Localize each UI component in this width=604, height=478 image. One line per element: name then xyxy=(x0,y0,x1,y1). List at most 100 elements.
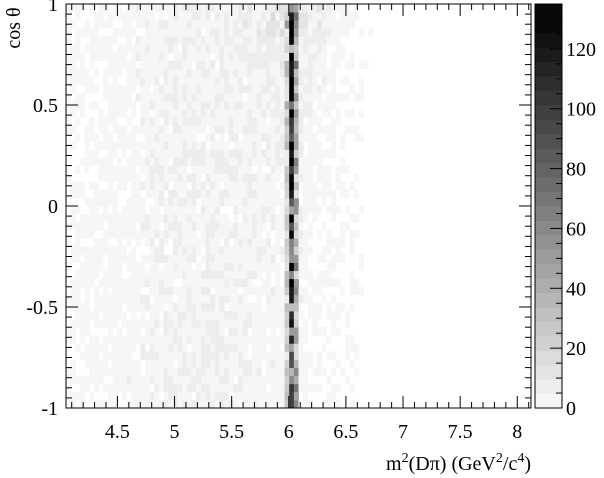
heatmap-cell xyxy=(228,189,234,199)
heatmap-cell xyxy=(79,189,85,199)
heatmap-cell xyxy=(154,92,160,102)
heatmap-cell xyxy=(284,335,290,344)
heatmap-cell xyxy=(293,36,299,45)
heatmap-cell xyxy=(182,157,188,166)
heatmap-cell xyxy=(84,343,90,352)
colorbar-step xyxy=(535,263,562,279)
heatmap-cell xyxy=(326,76,332,86)
heatmap-cell xyxy=(163,20,169,29)
heatmap-cell xyxy=(326,109,332,118)
heatmap-cell xyxy=(279,52,285,61)
heatmap-cell xyxy=(284,125,290,134)
heatmap-cell xyxy=(279,311,285,320)
heatmap-cell xyxy=(89,181,95,191)
heatmap-cell xyxy=(326,238,332,247)
heatmap-cell xyxy=(75,254,81,263)
heatmap-cell xyxy=(242,294,248,304)
heatmap-cell xyxy=(140,76,146,86)
colorbar-tick-label: 60 xyxy=(566,218,586,240)
heatmap-cell xyxy=(177,36,183,45)
heatmap-cell xyxy=(293,302,299,312)
heatmap-cell xyxy=(107,391,113,401)
heatmap-cell xyxy=(103,133,109,142)
heatmap-cell xyxy=(298,36,304,45)
heatmap-cell xyxy=(238,375,244,385)
heatmap-cell xyxy=(186,214,192,223)
heatmap-cell xyxy=(298,20,304,29)
heatmap-cell xyxy=(117,4,123,13)
heatmap-cell xyxy=(284,52,290,61)
heatmap-cell xyxy=(261,351,267,360)
heatmap-cell xyxy=(238,28,244,37)
heatmap-cell xyxy=(154,230,160,239)
heatmap-cell xyxy=(186,375,192,385)
heatmap-cell xyxy=(186,20,192,29)
heatmap-cell xyxy=(205,189,211,199)
heatmap-cell xyxy=(270,189,276,199)
heatmap-cell xyxy=(112,12,118,21)
heatmap-cell xyxy=(307,84,313,94)
heatmap-cell xyxy=(182,125,188,134)
heatmap-cell xyxy=(289,278,295,288)
heatmap-cell xyxy=(177,149,183,158)
heatmap-cell xyxy=(238,302,244,312)
heatmap-cell xyxy=(335,399,341,409)
heatmap-cell xyxy=(205,246,211,255)
heatmap-cell xyxy=(149,262,155,272)
heatmap-cell xyxy=(131,133,137,142)
heatmap-cell xyxy=(121,206,127,215)
heatmap-cell xyxy=(265,36,271,45)
heatmap-cell xyxy=(98,52,104,61)
heatmap-cell xyxy=(349,52,355,61)
colorbar-step xyxy=(535,278,562,294)
heatmap-cell xyxy=(233,262,239,272)
heatmap-cell xyxy=(284,109,290,118)
heatmap-cell xyxy=(191,351,197,360)
heatmap-cell xyxy=(89,367,95,377)
heatmap-cell xyxy=(186,367,192,377)
heatmap-cell xyxy=(349,399,355,409)
heatmap-cell xyxy=(140,262,146,272)
heatmap-cell xyxy=(121,254,127,263)
heatmap-cell xyxy=(84,262,90,272)
heatmap-cell xyxy=(349,335,355,344)
heatmap-cell xyxy=(321,343,327,352)
heatmap-cell xyxy=(270,76,276,86)
heatmap-cell xyxy=(191,294,197,304)
heatmap-cell xyxy=(326,149,332,158)
heatmap-cell xyxy=(293,391,299,401)
heatmap-cell xyxy=(135,20,141,29)
heatmap-cell xyxy=(326,92,332,102)
heatmap-cell xyxy=(261,254,267,263)
heatmap-cell xyxy=(256,351,262,360)
heatmap-cell xyxy=(233,165,239,175)
heatmap-cell xyxy=(154,319,160,328)
heatmap-cell xyxy=(303,399,309,409)
heatmap-cell xyxy=(149,214,155,223)
heatmap-cell xyxy=(107,351,113,360)
heatmap-cell xyxy=(298,294,304,304)
heatmap-cell xyxy=(293,319,299,328)
heatmap-cell xyxy=(293,20,299,29)
heatmap-cell xyxy=(214,375,220,385)
heatmap-cell xyxy=(191,52,197,61)
heatmap-cell xyxy=(70,44,76,53)
heatmap-cell xyxy=(159,270,165,280)
heatmap-cell xyxy=(154,20,160,29)
heatmap-cell xyxy=(331,141,337,150)
heatmap-cell xyxy=(293,214,299,223)
heatmap-cell xyxy=(354,92,360,102)
heatmap-cell xyxy=(75,222,81,231)
heatmap-cell xyxy=(252,343,258,352)
heatmap-cell xyxy=(172,270,178,280)
heatmap-cell xyxy=(298,367,304,377)
heatmap-cell xyxy=(196,391,202,401)
heatmap-cell xyxy=(149,181,155,191)
heatmap-cell xyxy=(317,149,323,158)
heatmap-cell xyxy=(265,262,271,272)
heatmap-cell xyxy=(289,28,295,37)
heatmap-cell xyxy=(172,311,178,320)
heatmap-cell xyxy=(293,60,299,70)
heatmap-cell xyxy=(75,270,81,280)
heatmap-cell xyxy=(247,230,253,239)
